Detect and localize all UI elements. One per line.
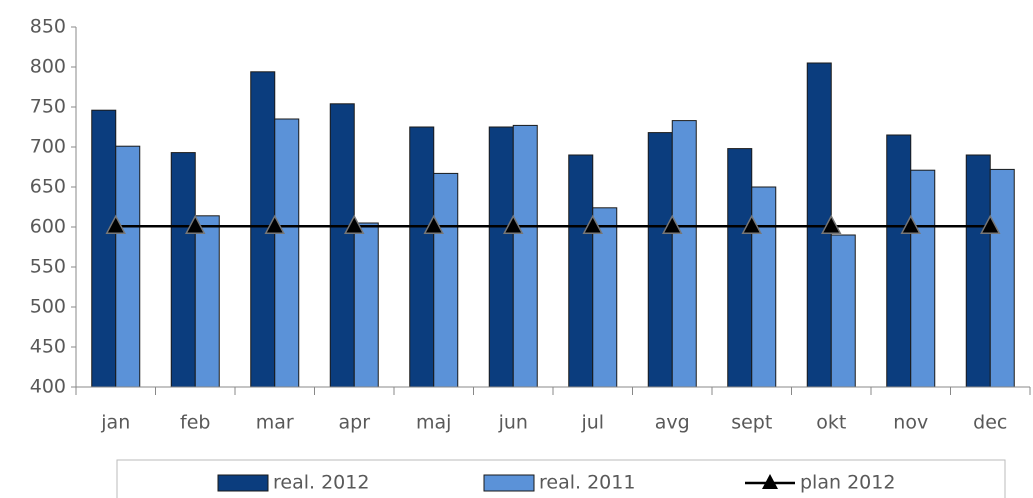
x-tick-label: mar bbox=[256, 412, 294, 434]
legend-swatch bbox=[217, 474, 269, 492]
y-tick-label: 550 bbox=[30, 256, 66, 278]
marker bbox=[582, 214, 603, 234]
marker bbox=[980, 214, 1001, 234]
legend-label: real. 2012 bbox=[273, 472, 369, 494]
bar bbox=[592, 207, 618, 388]
x-tick-label: nov bbox=[893, 412, 928, 434]
bar bbox=[647, 132, 673, 388]
bar bbox=[830, 234, 856, 388]
x-tick-label: jun bbox=[498, 412, 528, 434]
y-tick-label: 700 bbox=[30, 136, 66, 158]
y-tick-label: 650 bbox=[30, 176, 66, 198]
bar bbox=[115, 145, 141, 388]
marker bbox=[503, 214, 524, 234]
bar bbox=[727, 148, 753, 388]
bar bbox=[433, 172, 459, 388]
bar bbox=[965, 154, 991, 388]
bar bbox=[671, 120, 697, 388]
bar bbox=[910, 169, 936, 388]
x-tick-label: avg bbox=[655, 412, 690, 434]
legend-label: plan 2012 bbox=[800, 472, 895, 494]
marker bbox=[344, 214, 365, 234]
y-tick-label: 750 bbox=[30, 96, 66, 118]
x-tick-label: okt bbox=[816, 412, 846, 434]
y-tick-label: 850 bbox=[30, 16, 66, 38]
bar bbox=[989, 168, 1015, 388]
bar bbox=[488, 126, 514, 388]
legend-swatch bbox=[483, 474, 535, 492]
x-tick-label: sept bbox=[731, 412, 772, 434]
x-tick-label: dec bbox=[973, 412, 1007, 434]
bar bbox=[329, 103, 355, 388]
bar bbox=[409, 126, 435, 388]
marker bbox=[185, 214, 206, 234]
bar bbox=[886, 134, 912, 388]
bar bbox=[353, 222, 379, 388]
x-tick-label: apr bbox=[338, 412, 370, 434]
marker bbox=[741, 214, 762, 234]
marker bbox=[662, 214, 683, 234]
x-tick-label: jan bbox=[100, 412, 130, 434]
y-tick-label: 600 bbox=[30, 216, 66, 238]
bar bbox=[751, 186, 777, 388]
bar bbox=[194, 215, 220, 388]
bar bbox=[274, 118, 300, 388]
marker bbox=[423, 214, 444, 234]
bar bbox=[512, 124, 538, 388]
legend-swatch bbox=[762, 474, 778, 489]
bar bbox=[91, 109, 117, 388]
x-tick-label: feb bbox=[180, 412, 210, 434]
y-tick-label: 800 bbox=[30, 56, 66, 78]
marker bbox=[821, 214, 842, 234]
y-tick-label: 400 bbox=[30, 376, 66, 398]
bar bbox=[170, 152, 196, 388]
marker bbox=[264, 214, 285, 234]
x-tick-label: jul bbox=[580, 412, 604, 434]
marker bbox=[105, 214, 126, 234]
y-tick-label: 500 bbox=[30, 296, 66, 318]
bar bbox=[568, 154, 594, 388]
legend-label: real. 2011 bbox=[539, 472, 635, 494]
x-tick-label: maj bbox=[416, 412, 451, 434]
y-tick-label: 450 bbox=[30, 336, 66, 358]
marker bbox=[900, 214, 921, 234]
